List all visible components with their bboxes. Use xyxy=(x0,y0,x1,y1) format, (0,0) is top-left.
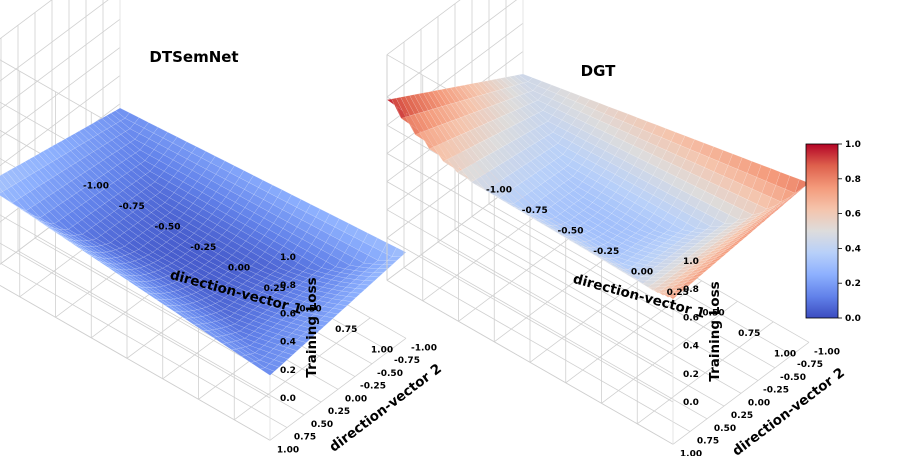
y-tick-label: 0.25 xyxy=(328,407,350,417)
x-tick-label: 0.00 xyxy=(228,263,250,273)
z-tick-label: 0.2 xyxy=(683,370,699,380)
axis-ticks: -1.00-0.75-0.50-0.250.000.250.500.751.00… xyxy=(83,181,437,455)
x-tick-label: 1.00 xyxy=(371,345,393,355)
y-tick-label: -0.50 xyxy=(377,369,403,379)
colorbar-tick-label: 0.0 xyxy=(845,314,861,324)
colorbar-tick-label: 0.8 xyxy=(845,175,861,185)
x-tick-label: 0.50 xyxy=(702,308,724,318)
z-axis-label: Training Loss xyxy=(707,281,723,381)
z-tick-label: 0.8 xyxy=(280,281,296,291)
chart-title: DTSemNet xyxy=(149,48,238,66)
y-tick-label: 0.50 xyxy=(714,424,736,434)
colorbar-ticks: 0.0 0.2 0.4 0.6 0.8 1.0 xyxy=(838,140,861,324)
colorbar-gradient xyxy=(805,143,839,319)
x-tick-label: 0.00 xyxy=(631,267,653,277)
z-tick-label: 0.8 xyxy=(683,285,699,295)
y-tick-label: -0.50 xyxy=(780,373,806,383)
y-tick-label: -1.00 xyxy=(411,343,437,353)
y-tick-label: -0.25 xyxy=(360,382,386,392)
y-tick-label: 1.00 xyxy=(277,445,299,455)
z-tick-label: 0.4 xyxy=(280,338,296,348)
z-tick-label: 1.0 xyxy=(683,257,699,267)
x-tick-label: -0.25 xyxy=(190,243,216,253)
x-tick-label: 0.25 xyxy=(667,288,689,298)
y-tick-label: -0.75 xyxy=(394,356,420,366)
x-tick-label: 0.75 xyxy=(738,329,760,339)
x-tick-label: -1.00 xyxy=(83,181,109,191)
y-tick-label: 1.00 xyxy=(680,449,702,456)
y-tick-label: 0.50 xyxy=(311,420,333,430)
x-tick-label: 0.25 xyxy=(264,284,286,294)
y-tick-label: -1.00 xyxy=(814,347,840,357)
z-tick-label: 0.0 xyxy=(683,398,699,408)
y-tick-label: 0.00 xyxy=(748,398,770,408)
x-tick-label: -0.25 xyxy=(593,247,619,257)
z-tick-label: 1.0 xyxy=(280,253,296,263)
y-tick-label: -0.25 xyxy=(763,386,789,396)
z-tick-label: 0.6 xyxy=(280,309,296,319)
x-tick-label: 0.75 xyxy=(335,325,357,335)
chart-title: DGT xyxy=(581,62,616,80)
z-tick-label: 0.6 xyxy=(683,313,699,323)
y-tick-label: 0.00 xyxy=(345,394,367,404)
y-tick-label: -0.75 xyxy=(797,360,823,370)
x-tick-label: -0.75 xyxy=(522,206,548,216)
z-tick-label: 0.0 xyxy=(280,394,296,404)
z-axis-label: Training Loss xyxy=(304,277,320,377)
colorbar-tick-label: 0.4 xyxy=(845,244,861,254)
dtsemnet-panel: -1.00-0.75-0.50-0.250.000.250.500.751.00… xyxy=(0,0,445,455)
colorbar: 0.0 0.2 0.4 0.6 0.8 1.0 xyxy=(805,140,861,324)
y-tick-label: 0.25 xyxy=(731,411,753,421)
x-tick-label: -0.50 xyxy=(558,226,584,236)
axis-ticks: -1.00-0.75-0.50-0.250.000.250.500.751.00… xyxy=(486,185,840,456)
y-tick-label: 0.75 xyxy=(294,433,316,443)
x-tick-label: -0.50 xyxy=(155,222,181,232)
dgt-panel: -1.00-0.75-0.50-0.250.000.250.500.751.00… xyxy=(386,0,848,456)
x-tick-label: -1.00 xyxy=(486,185,512,195)
x-tick-label: -0.75 xyxy=(119,202,145,212)
colorbar-tick-label: 1.0 xyxy=(845,140,861,150)
z-tick-label: 0.4 xyxy=(683,342,699,352)
y-tick-label: 0.75 xyxy=(697,437,719,447)
x-tick-label: 0.50 xyxy=(299,304,321,314)
colorbar-tick-label: 0.2 xyxy=(845,279,861,289)
loss-surface xyxy=(0,107,407,376)
z-tick-label: 0.2 xyxy=(280,366,296,376)
x-tick-label: 1.00 xyxy=(774,349,796,359)
colorbar-tick-label: 0.6 xyxy=(845,210,861,220)
loss-surface xyxy=(386,73,810,300)
